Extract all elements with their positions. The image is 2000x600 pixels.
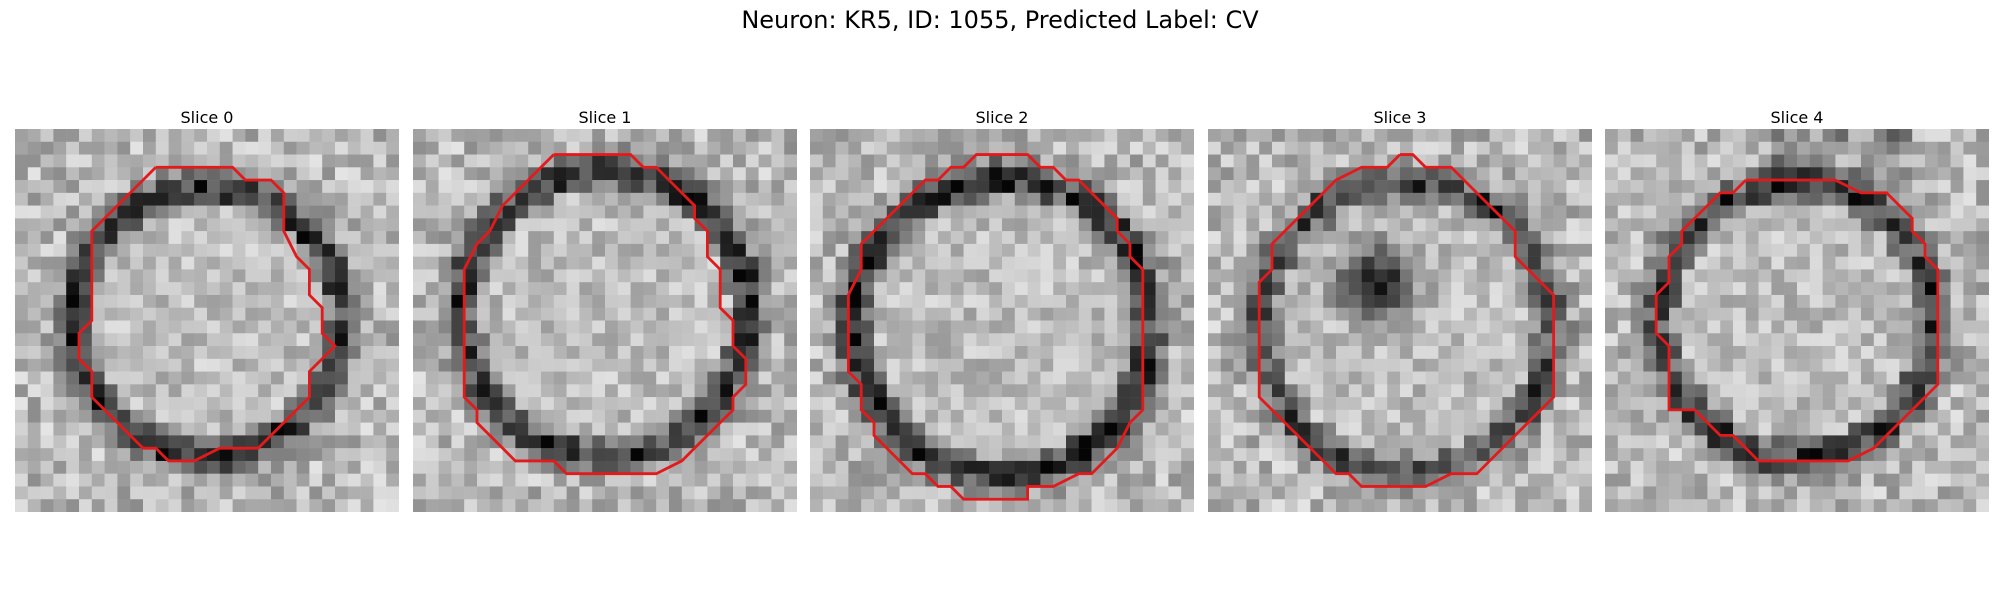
slice-image [15, 129, 399, 512]
slice-image [1208, 129, 1592, 512]
segmentation-outline [846, 153, 1145, 501]
slice-title: Slice 1 [578, 108, 632, 127]
grayscale-image [810, 129, 1194, 512]
slice-panel-0: Slice 0 [15, 107, 399, 512]
segmentation-outline [1257, 153, 1556, 488]
slice-title: Slice 4 [1770, 108, 1824, 127]
slice-image [1605, 129, 1989, 512]
segmentation-outline [77, 165, 337, 463]
slice-panel-4: Slice 4 [1605, 107, 1989, 512]
grayscale-image [1605, 129, 1989, 512]
grayscale-image [15, 129, 399, 512]
slice-image [413, 129, 797, 512]
grayscale-image [1208, 129, 1592, 512]
slice-title: Slice 0 [180, 108, 234, 127]
slice-panel-3: Slice 3 [1208, 107, 1592, 512]
slice-title: Slice 3 [1373, 108, 1427, 127]
slice-image [810, 129, 1194, 512]
slice-panel-2: Slice 2 [810, 107, 1194, 512]
figure-title: Neuron: KR5, ID: 1055, Predicted Label: … [741, 6, 1259, 34]
segmentation-outline [462, 153, 748, 476]
segmentation-outline [1654, 178, 1940, 463]
slice-panel-1: Slice 1 [413, 107, 797, 512]
slice-title: Slice 2 [975, 108, 1029, 127]
